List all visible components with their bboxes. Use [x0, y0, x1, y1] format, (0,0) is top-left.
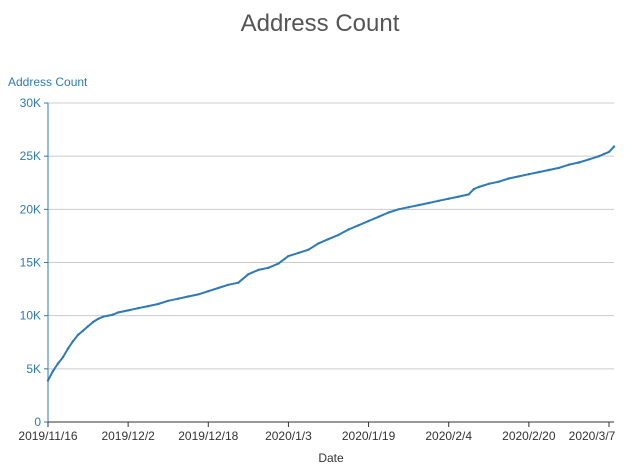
- data-point[interactable]: [457, 195, 460, 198]
- y-tick-label: 25K: [20, 149, 41, 163]
- x-tick-label: 2019/11/16: [18, 429, 77, 443]
- data-point[interactable]: [126, 309, 130, 312]
- x-tick-label: 2019/12/18: [178, 429, 238, 443]
- data-point[interactable]: [472, 187, 475, 191]
- y-axis-label: Address Count: [8, 75, 88, 89]
- data-point[interactable]: [567, 163, 571, 166]
- data-point[interactable]: [157, 302, 160, 306]
- data-point[interactable]: [577, 161, 581, 164]
- series-line: [47, 145, 615, 381]
- data-point[interactable]: [327, 237, 330, 241]
- data-point[interactable]: [137, 307, 140, 310]
- data-point[interactable]: [147, 304, 150, 308]
- data-point[interactable]: [517, 175, 520, 178]
- data-point[interactable]: [527, 173, 530, 176]
- data-point[interactable]: [377, 215, 380, 218]
- data-point[interactable]: [217, 286, 220, 290]
- data-point[interactable]: [407, 206, 410, 209]
- data-point[interactable]: [387, 211, 390, 214]
- data-point[interactable]: [197, 293, 200, 296]
- data-point[interactable]: [51, 369, 55, 373]
- data-point[interactable]: [557, 166, 561, 170]
- data-point[interactable]: [367, 219, 370, 223]
- gridlines: [48, 102, 614, 370]
- data-point[interactable]: [277, 262, 280, 265]
- data-point[interactable]: [76, 333, 80, 336]
- data-point[interactable]: [187, 295, 190, 298]
- x-tick-label: 2020/1/3: [265, 429, 312, 443]
- data-point[interactable]: [397, 208, 400, 211]
- data-point[interactable]: [612, 145, 616, 148]
- chart-title: Address Count: [240, 10, 400, 37]
- data-point[interactable]: [317, 242, 320, 245]
- data-point[interactable]: [227, 283, 230, 286]
- data-point[interactable]: [207, 290, 210, 293]
- data-point[interactable]: [437, 199, 440, 202]
- data-point[interactable]: [447, 197, 450, 200]
- x-tick-label: 2020/2/4: [425, 429, 472, 443]
- y-tick-label: 10K: [20, 309, 41, 323]
- data-point[interactable]: [297, 251, 300, 255]
- x-tick-label: 2020/1/19: [342, 429, 396, 443]
- data-point[interactable]: [602, 152, 606, 156]
- x-tick-label: 2020/3/7: [569, 429, 616, 443]
- data-point[interactable]: [337, 233, 340, 237]
- data-point[interactable]: [237, 281, 240, 284]
- data-point[interactable]: [96, 317, 100, 321]
- data-point[interactable]: [307, 248, 310, 251]
- y-tick-label: 0: [34, 415, 41, 429]
- x-tick-label: 2020/2/20: [502, 429, 556, 443]
- y-tick-label: 30K: [20, 96, 41, 110]
- axes: 0 5K 10K 15K 20K 25K 30K 2019/11/16 2019/12/2 201…: [18, 96, 615, 443]
- data-point[interactable]: [597, 155, 601, 158]
- y-tick-label: 15K: [20, 256, 41, 270]
- data-point[interactable]: [587, 158, 591, 161]
- data-point[interactable]: [177, 297, 180, 300]
- data-point[interactable]: [61, 355, 65, 359]
- data-point[interactable]: [607, 150, 611, 154]
- data-point[interactable]: [247, 273, 250, 276]
- data-point[interactable]: [537, 170, 541, 174]
- data-point[interactable]: [287, 254, 290, 258]
- data-point[interactable]: [497, 180, 500, 183]
- data-point[interactable]: [357, 224, 360, 227]
- data-point[interactable]: [347, 228, 350, 231]
- data-point[interactable]: [71, 340, 75, 343]
- y-tick-label: 5K: [26, 362, 41, 376]
- data-point[interactable]: [86, 325, 90, 328]
- y-tick-label: 20K: [20, 202, 41, 216]
- data-point[interactable]: [46, 379, 50, 382]
- data-point[interactable]: [56, 362, 60, 365]
- data-point[interactable]: [487, 182, 490, 185]
- data-point[interactable]: [81, 329, 85, 332]
- data-point[interactable]: [467, 193, 470, 196]
- data-point[interactable]: [167, 299, 170, 302]
- data-point[interactable]: [427, 201, 430, 205]
- data-point[interactable]: [106, 314, 110, 317]
- data-point[interactable]: [267, 266, 270, 269]
- data-point[interactable]: [91, 320, 95, 324]
- data-point[interactable]: [477, 185, 480, 189]
- series: [46, 145, 616, 382]
- x-axis-label: Date: [318, 451, 344, 465]
- data-point[interactable]: [111, 313, 115, 316]
- data-point[interactable]: [507, 177, 510, 180]
- data-point[interactable]: [257, 268, 260, 272]
- data-point[interactable]: [101, 315, 105, 318]
- data-point[interactable]: [116, 311, 120, 314]
- x-tick-label: 2019/12/2: [101, 429, 155, 443]
- data-point[interactable]: [417, 203, 420, 207]
- data-point[interactable]: [547, 168, 551, 172]
- data-point[interactable]: [66, 347, 70, 350]
